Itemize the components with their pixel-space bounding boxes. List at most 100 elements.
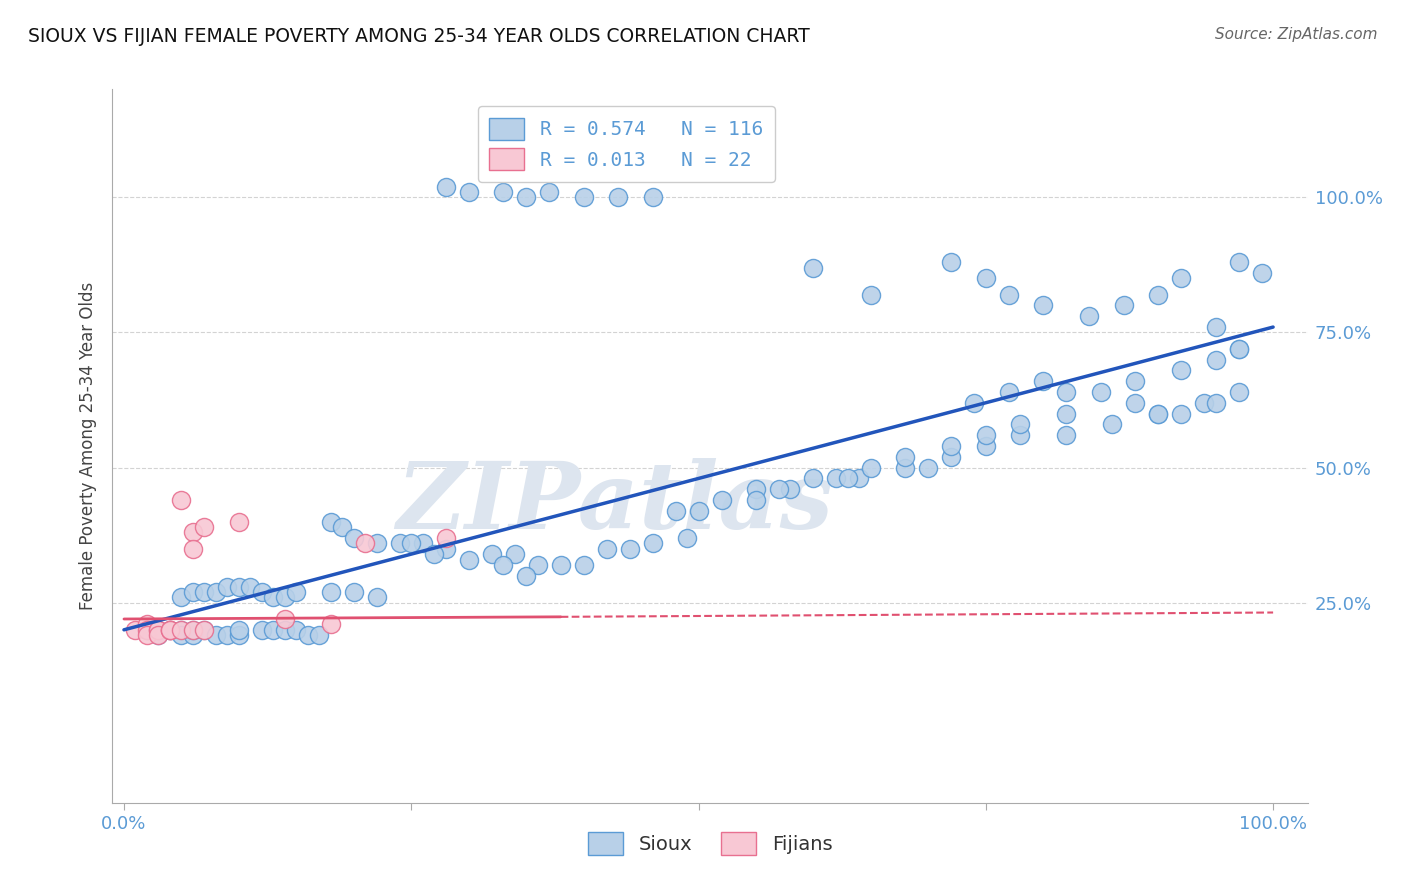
Point (159, 623, 181, 637)
Point (193, 623, 215, 637)
Point (148, 623, 170, 637)
Point (515, 568, 537, 582)
Point (250, 585, 273, 599)
Point (319, 515, 342, 529)
Point (262, 591, 284, 605)
Legend: Sioux, Fijians: Sioux, Fijians (578, 822, 842, 864)
Point (503, 547, 526, 561)
Point (998, 287, 1021, 301)
Point (366, 536, 388, 550)
Point (159, 623, 181, 637)
Point (217, 628, 239, 642)
Point (170, 628, 193, 642)
Point (330, 520, 353, 534)
Point (181, 585, 204, 599)
Point (124, 623, 146, 637)
Point (550, 558, 572, 572)
Point (745, 482, 768, 496)
Point (1078, 310, 1101, 324)
Point (1250, 266, 1272, 280)
Point (1227, 384, 1250, 399)
Point (1054, 384, 1077, 399)
Text: ZIPatlas: ZIPatlas (396, 458, 832, 548)
Point (1147, 287, 1170, 301)
Point (595, 541, 617, 556)
Point (388, 536, 411, 550)
Point (1147, 407, 1170, 421)
Point (526, 558, 548, 572)
Point (572, 558, 595, 572)
Point (297, 628, 319, 642)
Y-axis label: Female Poverty Among 25-34 Year Olds: Female Poverty Among 25-34 Year Olds (79, 282, 97, 610)
Point (941, 450, 963, 464)
Point (274, 612, 297, 626)
Point (181, 623, 204, 637)
Point (319, 617, 342, 632)
Point (1101, 417, 1123, 432)
Point (354, 536, 377, 550)
Point (193, 520, 215, 534)
Point (239, 580, 262, 594)
Point (1010, 428, 1032, 442)
Point (894, 460, 917, 475)
Point (941, 255, 963, 269)
Point (319, 585, 342, 599)
Point (170, 591, 193, 605)
Point (894, 450, 917, 464)
Point (1192, 396, 1215, 410)
Point (1205, 320, 1227, 334)
Point (343, 531, 366, 545)
Point (170, 623, 193, 637)
Point (1147, 407, 1170, 421)
Point (148, 628, 170, 642)
Point (803, 260, 825, 275)
Point (228, 623, 250, 637)
Text: Source: ZipAtlas.com: Source: ZipAtlas.com (1215, 27, 1378, 42)
Point (837, 471, 859, 485)
Point (974, 428, 997, 442)
Point (434, 531, 457, 545)
Point (768, 482, 790, 496)
Point (136, 623, 159, 637)
Point (676, 531, 699, 545)
Point (848, 471, 870, 485)
Point (974, 271, 997, 285)
Point (205, 585, 228, 599)
Point (159, 623, 181, 637)
Point (538, 185, 561, 199)
Point (1112, 298, 1135, 312)
Point (572, 190, 595, 204)
Point (148, 628, 170, 642)
Point (285, 585, 308, 599)
Point (1205, 352, 1227, 367)
Point (619, 541, 641, 556)
Point (492, 558, 515, 572)
Point (193, 585, 215, 599)
Point (1010, 417, 1032, 432)
Point (779, 482, 801, 496)
Point (710, 493, 733, 508)
Point (136, 617, 159, 632)
Point (217, 580, 239, 594)
Point (1170, 363, 1192, 377)
Point (1227, 342, 1250, 356)
Point (228, 580, 250, 594)
Point (941, 439, 963, 453)
Point (664, 504, 686, 518)
Point (1090, 384, 1112, 399)
Point (170, 623, 193, 637)
Point (434, 541, 457, 556)
Point (1054, 407, 1077, 421)
Point (1205, 396, 1227, 410)
Point (148, 623, 170, 637)
Point (1123, 374, 1146, 388)
Point (274, 591, 297, 605)
Point (859, 460, 882, 475)
Point (308, 628, 330, 642)
Point (205, 628, 228, 642)
Point (481, 547, 503, 561)
Point (181, 623, 204, 637)
Point (917, 460, 939, 475)
Point (745, 493, 768, 508)
Point (262, 623, 284, 637)
